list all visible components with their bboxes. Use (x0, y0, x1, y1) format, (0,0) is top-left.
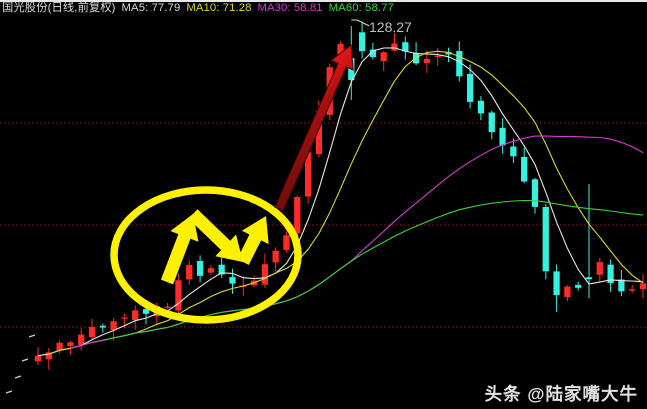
svg-text:128.27: 128.27 (369, 19, 412, 35)
